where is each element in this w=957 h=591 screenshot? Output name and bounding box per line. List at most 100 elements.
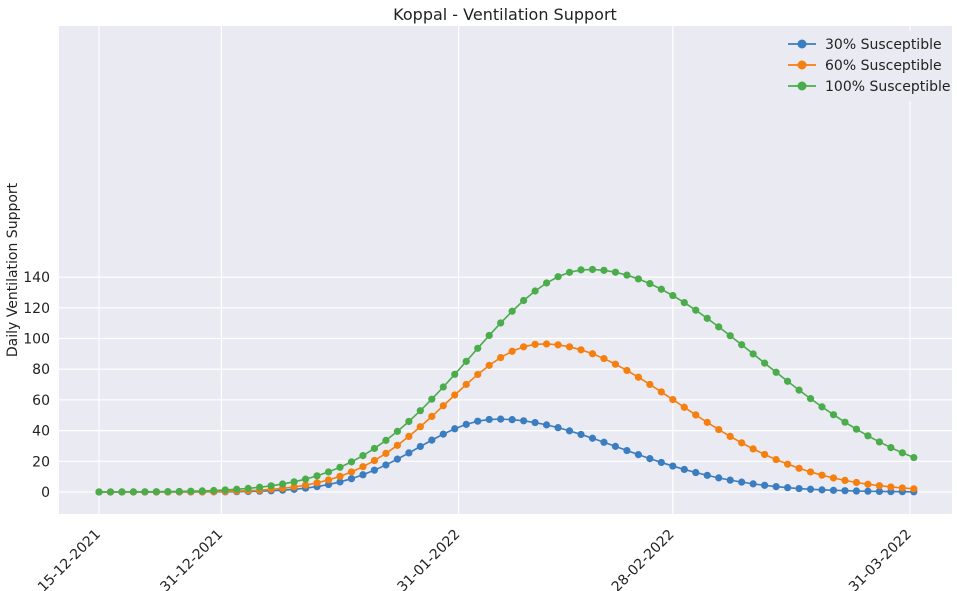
data-point	[818, 403, 826, 411]
data-point	[841, 418, 849, 426]
data-point	[393, 441, 401, 449]
x-tick-label: 15-12-2021	[35, 527, 104, 591]
data-point	[301, 475, 310, 483]
data-point	[738, 478, 746, 486]
chart-title: Koppal - Ventilation Support	[393, 5, 617, 24]
data-point	[554, 341, 562, 349]
data-point	[221, 486, 229, 494]
data-point	[818, 486, 826, 494]
data-point	[749, 480, 757, 488]
data-point	[462, 420, 470, 428]
data-point	[841, 487, 849, 495]
data-point	[508, 307, 516, 315]
data-point	[542, 421, 551, 429]
data-point	[565, 343, 574, 351]
x-tick-label: 31-03-2022	[846, 527, 915, 591]
data-point	[795, 484, 803, 493]
data-point	[520, 343, 528, 351]
data-point	[657, 388, 665, 396]
data-point	[428, 412, 436, 421]
data-point	[416, 407, 424, 415]
data-point	[474, 417, 482, 425]
data-point	[359, 471, 367, 479]
y-gridlines	[59, 276, 952, 493]
data-point	[875, 438, 884, 446]
data-point	[864, 432, 872, 440]
data-point	[611, 442, 620, 450]
legend-frame	[779, 31, 947, 101]
x-gridlines	[98, 26, 911, 514]
legend-entry-100: 100% Susceptible	[788, 79, 951, 95]
data-point	[95, 488, 103, 496]
data-point	[462, 357, 470, 365]
data-point	[588, 265, 597, 274]
data-point	[898, 449, 906, 457]
x-tick-label: 28-02-2022	[609, 527, 678, 591]
data-point	[600, 438, 608, 446]
data-point	[508, 347, 516, 355]
y-tick-label: 80	[32, 362, 50, 378]
data-point	[439, 402, 447, 410]
data-point	[439, 430, 447, 438]
data-point	[669, 291, 677, 300]
data-point	[405, 432, 413, 441]
data-point	[370, 456, 379, 465]
data-point	[359, 463, 367, 471]
data-point	[657, 458, 665, 467]
data-point	[806, 395, 815, 403]
y-tick-label: 40	[32, 424, 50, 440]
data-point	[462, 380, 470, 389]
data-point	[520, 417, 528, 425]
data-point	[405, 417, 413, 426]
data-point	[508, 416, 516, 424]
data-point	[703, 314, 711, 322]
data-point	[887, 483, 895, 491]
y-axis-label: Daily Ventilation Support	[5, 182, 21, 357]
data-point	[875, 487, 884, 496]
data-point	[565, 268, 574, 276]
data-point	[554, 273, 562, 281]
data-point	[738, 439, 746, 447]
data-point	[279, 480, 287, 488]
data-point	[600, 354, 608, 363]
data-point	[692, 468, 700, 477]
y-tick-label: 60	[32, 393, 50, 409]
data-point	[806, 468, 815, 476]
data-point	[783, 460, 792, 468]
data-point	[485, 331, 493, 340]
data-point	[864, 480, 872, 488]
data-point	[233, 485, 241, 493]
data-point	[485, 415, 493, 424]
legend-entry-30: 30% Susceptible	[788, 37, 942, 53]
data-point	[542, 279, 551, 287]
data-point	[301, 481, 310, 489]
data-point	[795, 464, 803, 472]
data-point	[646, 380, 654, 389]
y-tick-label: 100	[23, 332, 50, 348]
data-point	[324, 476, 333, 484]
data-point	[290, 478, 298, 486]
data-point	[910, 485, 918, 493]
data-point	[600, 266, 608, 274]
legend-label-60: 60% Susceptible	[825, 58, 942, 74]
x-tick-label: 31-12-2021	[157, 527, 226, 591]
data-point	[129, 488, 138, 496]
data-point	[726, 332, 734, 340]
data-point	[210, 486, 218, 495]
data-point	[772, 368, 780, 376]
data-point	[783, 484, 792, 492]
data-point	[657, 285, 665, 293]
data-point	[761, 481, 769, 489]
legend: 30% Susceptible 60% Susceptible 100% Sus…	[779, 31, 951, 101]
data-point	[439, 383, 447, 391]
data-point	[382, 436, 390, 444]
data-point	[393, 455, 401, 463]
data-point	[875, 482, 884, 490]
data-point	[577, 266, 585, 274]
data-point	[852, 478, 861, 487]
data-point	[451, 425, 459, 433]
data-point	[588, 434, 597, 442]
data-point	[313, 472, 321, 480]
data-point	[703, 418, 711, 426]
